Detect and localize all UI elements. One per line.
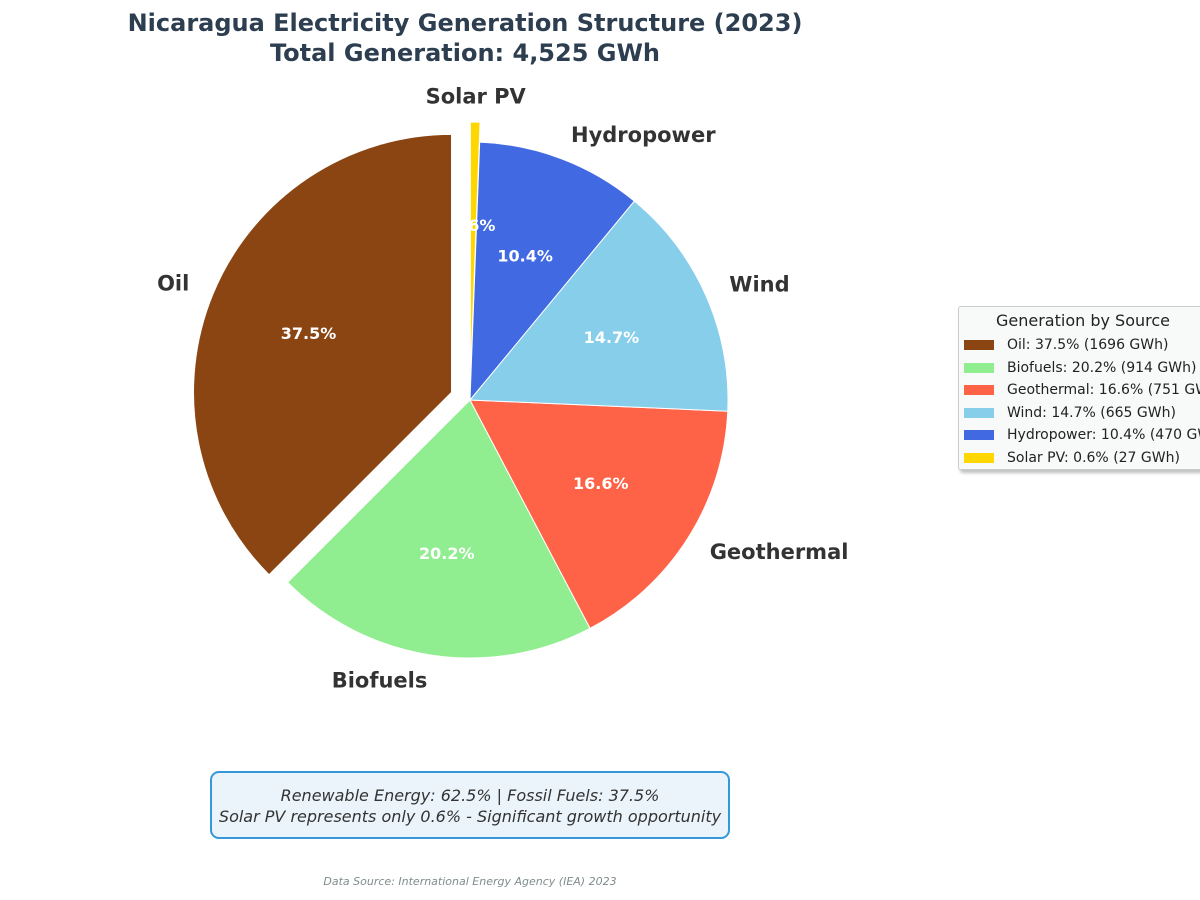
legend: Generation by Source Oil: 37.5% (1696 GW… [958, 306, 1200, 470]
pie-category-label-geothermal: Geothermal [710, 540, 849, 564]
pie-percent-label-wind: 14.7% [584, 328, 640, 347]
legend-label: Hydropower: 10.4% (470 GWh) [1007, 427, 1200, 444]
pie-percent-label-hydropower: 10.4% [497, 246, 553, 265]
pie-slice-hydropower [469, 141, 636, 402]
legend-item-solar-pv: Solar PV: 0.6% (27 GWh) [959, 447, 1200, 470]
pie-percent-label-solar-pv: 0.6% [451, 216, 495, 235]
legend-swatch [964, 362, 994, 373]
pie-category-label-solar-pv: Solar PV [426, 84, 527, 108]
pie-category-label-oil: Oil [157, 272, 189, 296]
legend-swatch [964, 340, 994, 351]
chart-title-line1: Nicaragua Electricity Generation Structu… [128, 9, 803, 37]
legend-item-hydropower: Hydropower: 10.4% (470 GWh) [959, 424, 1200, 447]
pie-slice-wind [468, 200, 729, 412]
summary-note-line1: Renewable Energy: 62.5% | Fossil Fuels: … [280, 786, 660, 805]
summary-note: Renewable Energy: 62.5% | Fossil Fuels: … [210, 771, 730, 839]
pie-category-label-hydropower: Hydropower [571, 123, 716, 147]
pie-percent-label-biofuels: 20.2% [419, 544, 475, 563]
legend-swatch [964, 430, 994, 441]
legend-item-geothermal: Geothermal: 16.6% (751 GWh) [959, 379, 1200, 402]
pie-slice-geothermal [469, 399, 729, 630]
legend-item-wind: Wind: 14.7% (665 GWh) [959, 402, 1200, 425]
pie-percent-label-geothermal: 16.6% [573, 474, 629, 493]
legend-label: Oil: 37.5% (1696 GWh) [1007, 337, 1169, 354]
legend-label: Geothermal: 16.6% (751 GWh) [1007, 382, 1200, 399]
legend-swatch [964, 452, 994, 463]
pie-category-label-wind: Wind [729, 273, 789, 297]
legend-item-biofuels: Biofuels: 20.2% (914 GWh) [959, 357, 1200, 380]
pie-category-label-biofuels: Biofuels [332, 669, 428, 693]
legend-item-oil: Oil: 37.5% (1696 GWh) [959, 334, 1200, 357]
chart-title-line2: Total Generation: 4,525 GWh [270, 39, 660, 67]
legend-title: Generation by Source [995, 311, 1170, 330]
data-source: Data Source: International Energy Agency… [323, 875, 617, 888]
legend-swatch [964, 385, 994, 396]
pie-slice-oil [193, 133, 453, 576]
pie-slice-solar-pv [469, 121, 481, 381]
legend-swatch [964, 407, 994, 418]
legend-label: Solar PV: 0.6% (27 GWh) [1007, 449, 1180, 466]
pie-percent-label-oil: 37.5% [281, 324, 337, 343]
legend-label: Wind: 14.7% (665 GWh) [1007, 404, 1176, 421]
summary-note-line2: Solar PV represents only 0.6% - Signific… [218, 807, 722, 826]
legend-label: Biofuels: 20.2% (914 GWh) [1007, 359, 1197, 376]
pie-slice-biofuels [286, 399, 591, 659]
